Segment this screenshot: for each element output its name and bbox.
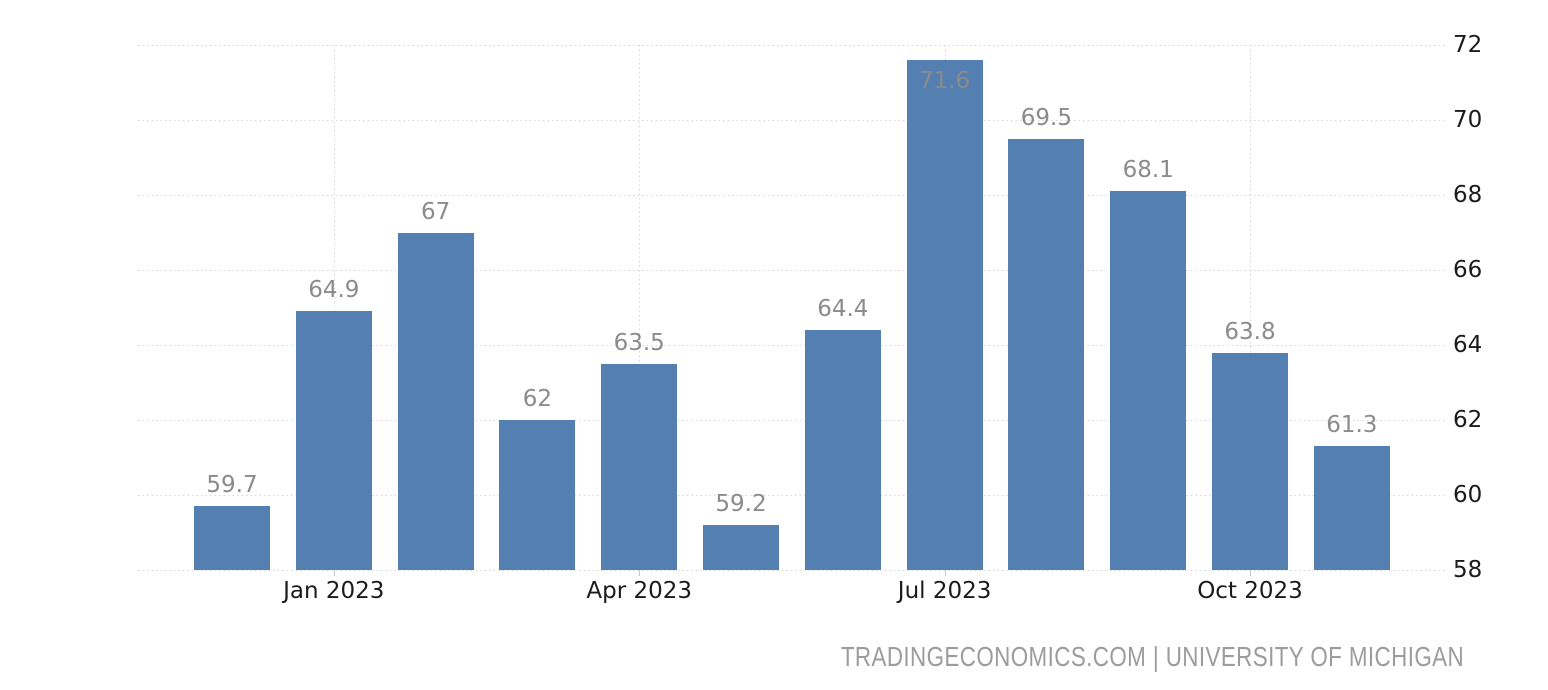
chart-bar[interactable] bbox=[499, 420, 576, 570]
gridline-vertical bbox=[333, 45, 335, 570]
chart-bar[interactable] bbox=[703, 525, 779, 570]
bar-value-label: 63.5 bbox=[613, 329, 665, 356]
gridline-vertical bbox=[639, 45, 641, 570]
gridline-horizontal bbox=[138, 420, 1445, 421]
gridline-horizontal bbox=[138, 570, 1445, 571]
chart-bar[interactable] bbox=[906, 60, 983, 570]
bar-value-label: 71.6 bbox=[918, 68, 971, 94]
bar-value-label: 68.1 bbox=[1122, 157, 1174, 184]
chart-bar[interactable] bbox=[1008, 138, 1085, 570]
bar-value-label: 62 bbox=[522, 386, 553, 412]
gridline-vertical bbox=[1250, 45, 1251, 570]
chart-bar[interactable] bbox=[1313, 446, 1390, 570]
bar-value-label: 63.8 bbox=[1224, 318, 1276, 345]
y-axis-tick-label: 60 bbox=[1453, 482, 1483, 508]
bar-value-label: 69.5 bbox=[1020, 104, 1072, 131]
chart-bar[interactable] bbox=[804, 330, 881, 570]
y-axis-tick-label: 62 bbox=[1453, 407, 1483, 433]
gridline-horizontal bbox=[138, 495, 1445, 496]
gridline-horizontal bbox=[138, 345, 1445, 346]
x-axis-tick-mark bbox=[944, 570, 946, 576]
y-axis-tick-label: 66 bbox=[1453, 257, 1483, 283]
y-axis-tick-label: 58 bbox=[1453, 557, 1483, 583]
x-axis-tick-label: Oct 2023 bbox=[1197, 578, 1303, 604]
bar-value-label: 59.2 bbox=[715, 491, 767, 517]
chart-bar[interactable] bbox=[397, 232, 474, 570]
x-axis-tick-label: Apr 2023 bbox=[586, 578, 692, 604]
bar-value-label: 64.4 bbox=[817, 296, 869, 322]
y-axis-tick-label: 64 bbox=[1453, 332, 1483, 358]
bar-value-label: 59.7 bbox=[206, 472, 258, 499]
x-axis-tick-label: Jan 2023 bbox=[283, 578, 385, 604]
chart-bar[interactable] bbox=[295, 311, 372, 570]
bar-value-label: 61.3 bbox=[1326, 412, 1378, 439]
chart-bar[interactable] bbox=[1212, 352, 1288, 570]
chart-bar[interactable] bbox=[601, 363, 678, 570]
chart-bar[interactable] bbox=[194, 506, 270, 570]
x-axis-tick-mark bbox=[639, 570, 641, 576]
y-axis-tick-label: 70 bbox=[1453, 107, 1483, 133]
y-axis-tick-label: 68 bbox=[1453, 182, 1483, 208]
gridline-horizontal bbox=[138, 120, 1445, 121]
attribution-link[interactable]: TRADINGECONOMICS.COM | UNIVERSITY OF MIC… bbox=[840, 641, 1464, 672]
gridline-horizontal bbox=[138, 270, 1445, 271]
x-axis-tick-label: Jul 2023 bbox=[897, 578, 992, 604]
bar-value-label: 64.9 bbox=[308, 277, 360, 304]
gridline-horizontal bbox=[138, 195, 1445, 196]
gridline-horizontal bbox=[138, 45, 1445, 46]
x-axis-tick-mark bbox=[1250, 570, 1251, 576]
chart-bar[interactable] bbox=[1110, 191, 1187, 570]
y-axis-tick-label: 72 bbox=[1453, 32, 1483, 58]
bar-value-label: 67 bbox=[420, 198, 451, 225]
x-axis-tick-mark bbox=[333, 570, 335, 576]
